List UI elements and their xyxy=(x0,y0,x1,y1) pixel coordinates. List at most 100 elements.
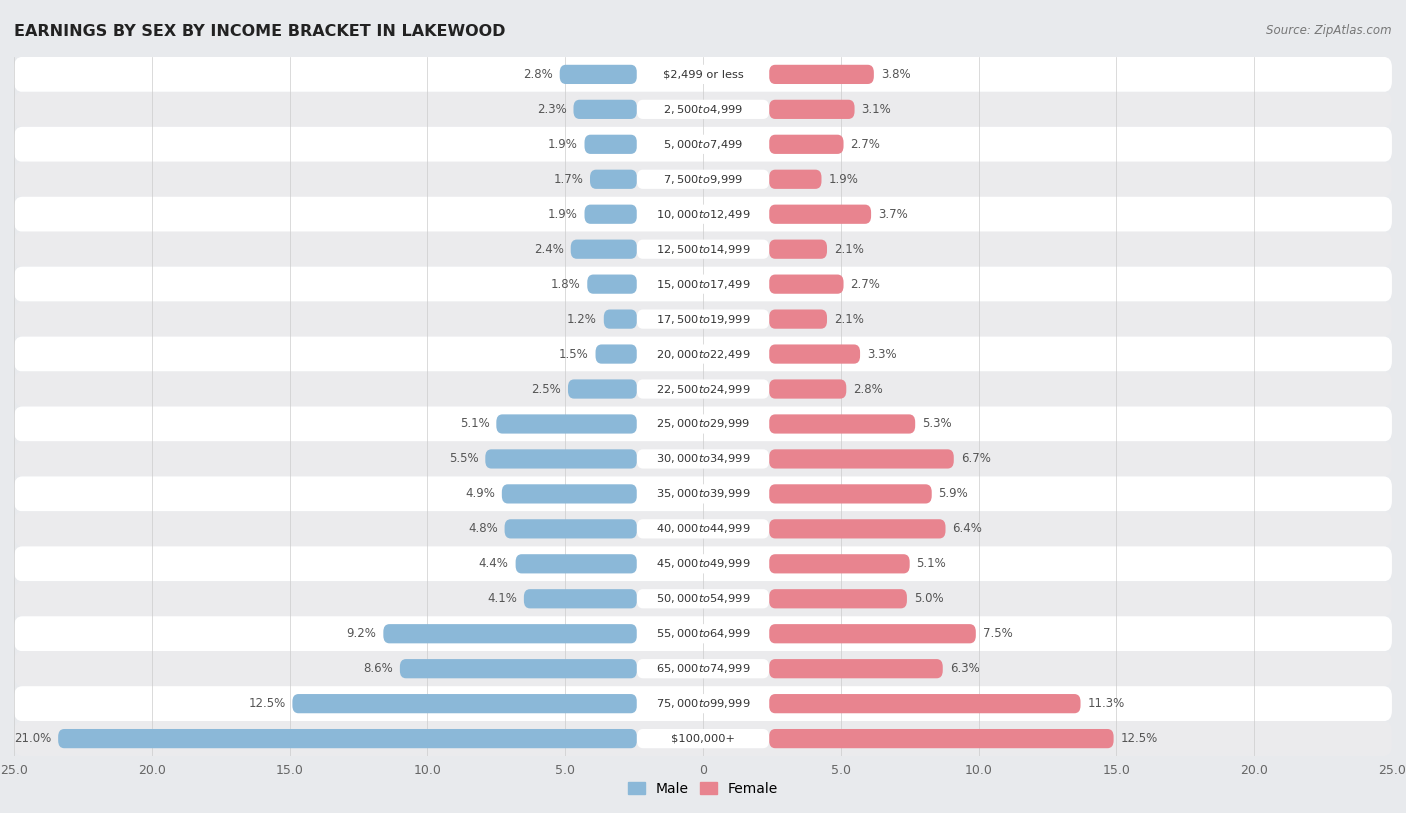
Text: $55,000 to $64,999: $55,000 to $64,999 xyxy=(655,628,751,640)
Text: 1.9%: 1.9% xyxy=(548,208,578,220)
FancyBboxPatch shape xyxy=(14,197,1392,232)
Text: $15,000 to $17,499: $15,000 to $17,499 xyxy=(655,278,751,290)
FancyBboxPatch shape xyxy=(637,589,769,608)
FancyBboxPatch shape xyxy=(769,205,872,224)
FancyBboxPatch shape xyxy=(769,554,910,573)
FancyBboxPatch shape xyxy=(637,275,769,293)
FancyBboxPatch shape xyxy=(603,310,637,328)
FancyBboxPatch shape xyxy=(14,546,1392,581)
FancyBboxPatch shape xyxy=(637,520,769,538)
Text: $10,000 to $12,499: $10,000 to $12,499 xyxy=(655,208,751,220)
FancyBboxPatch shape xyxy=(637,240,769,259)
Text: 6.4%: 6.4% xyxy=(952,523,983,535)
Text: 4.8%: 4.8% xyxy=(468,523,498,535)
Text: 1.2%: 1.2% xyxy=(567,313,598,325)
Text: 4.4%: 4.4% xyxy=(479,558,509,570)
Text: 12.5%: 12.5% xyxy=(249,698,285,710)
FancyBboxPatch shape xyxy=(568,380,637,398)
Text: $22,500 to $24,999: $22,500 to $24,999 xyxy=(655,383,751,395)
Text: 3.3%: 3.3% xyxy=(868,348,897,360)
FancyBboxPatch shape xyxy=(769,240,827,259)
Text: $40,000 to $44,999: $40,000 to $44,999 xyxy=(655,523,751,535)
FancyBboxPatch shape xyxy=(769,275,844,293)
FancyBboxPatch shape xyxy=(769,624,976,643)
Text: 2.4%: 2.4% xyxy=(534,243,564,255)
FancyBboxPatch shape xyxy=(14,337,1392,372)
Text: 5.1%: 5.1% xyxy=(460,418,489,430)
FancyBboxPatch shape xyxy=(637,310,769,328)
FancyBboxPatch shape xyxy=(496,415,637,433)
FancyBboxPatch shape xyxy=(769,694,1081,713)
FancyBboxPatch shape xyxy=(14,581,1392,616)
Text: 5.5%: 5.5% xyxy=(449,453,478,465)
FancyBboxPatch shape xyxy=(384,624,637,643)
FancyBboxPatch shape xyxy=(502,485,637,503)
FancyBboxPatch shape xyxy=(14,267,1392,302)
Text: $25,000 to $29,999: $25,000 to $29,999 xyxy=(655,418,751,430)
Text: $50,000 to $54,999: $50,000 to $54,999 xyxy=(655,593,751,605)
FancyBboxPatch shape xyxy=(14,686,1392,721)
FancyBboxPatch shape xyxy=(14,232,1392,267)
Text: 1.5%: 1.5% xyxy=(560,348,589,360)
Text: 4.9%: 4.9% xyxy=(465,488,495,500)
Text: 2.8%: 2.8% xyxy=(523,68,553,80)
FancyBboxPatch shape xyxy=(292,694,637,713)
Text: $2,499 or less: $2,499 or less xyxy=(662,69,744,80)
Text: $35,000 to $39,999: $35,000 to $39,999 xyxy=(655,488,751,500)
FancyBboxPatch shape xyxy=(637,415,769,433)
FancyBboxPatch shape xyxy=(637,694,769,713)
Text: $12,500 to $14,999: $12,500 to $14,999 xyxy=(655,243,751,255)
FancyBboxPatch shape xyxy=(637,380,769,398)
FancyBboxPatch shape xyxy=(58,729,637,748)
FancyBboxPatch shape xyxy=(596,345,637,363)
Text: 1.9%: 1.9% xyxy=(828,173,858,185)
FancyBboxPatch shape xyxy=(14,302,1392,337)
FancyBboxPatch shape xyxy=(769,345,860,363)
FancyBboxPatch shape xyxy=(14,92,1392,127)
Text: 4.1%: 4.1% xyxy=(486,593,517,605)
Text: $65,000 to $74,999: $65,000 to $74,999 xyxy=(655,663,751,675)
FancyBboxPatch shape xyxy=(769,485,932,503)
FancyBboxPatch shape xyxy=(591,170,637,189)
FancyBboxPatch shape xyxy=(585,135,637,154)
Text: 12.5%: 12.5% xyxy=(1121,733,1157,745)
Text: $100,000+: $100,000+ xyxy=(671,733,735,744)
FancyBboxPatch shape xyxy=(14,476,1392,511)
Text: 1.9%: 1.9% xyxy=(548,138,578,150)
Text: $5,000 to $7,499: $5,000 to $7,499 xyxy=(664,138,742,150)
FancyBboxPatch shape xyxy=(399,659,637,678)
Text: $75,000 to $99,999: $75,000 to $99,999 xyxy=(655,698,751,710)
Text: 9.2%: 9.2% xyxy=(346,628,377,640)
FancyBboxPatch shape xyxy=(14,372,1392,406)
FancyBboxPatch shape xyxy=(769,415,915,433)
FancyBboxPatch shape xyxy=(588,275,637,293)
FancyBboxPatch shape xyxy=(637,554,769,573)
Text: 3.8%: 3.8% xyxy=(880,68,910,80)
Text: Source: ZipAtlas.com: Source: ZipAtlas.com xyxy=(1267,24,1392,37)
FancyBboxPatch shape xyxy=(769,729,1114,748)
Text: 2.5%: 2.5% xyxy=(531,383,561,395)
Text: EARNINGS BY SEX BY INCOME BRACKET IN LAKEWOOD: EARNINGS BY SEX BY INCOME BRACKET IN LAK… xyxy=(14,24,506,39)
FancyBboxPatch shape xyxy=(769,450,953,468)
FancyBboxPatch shape xyxy=(14,511,1392,546)
Text: 5.9%: 5.9% xyxy=(939,488,969,500)
FancyBboxPatch shape xyxy=(574,100,637,119)
FancyBboxPatch shape xyxy=(637,729,769,748)
Text: 2.3%: 2.3% xyxy=(537,103,567,115)
FancyBboxPatch shape xyxy=(14,721,1392,756)
FancyBboxPatch shape xyxy=(637,345,769,363)
FancyBboxPatch shape xyxy=(485,450,637,468)
FancyBboxPatch shape xyxy=(571,240,637,259)
Text: $20,000 to $22,499: $20,000 to $22,499 xyxy=(655,348,751,360)
Text: 1.8%: 1.8% xyxy=(551,278,581,290)
Text: 5.3%: 5.3% xyxy=(922,418,952,430)
FancyBboxPatch shape xyxy=(769,589,907,608)
FancyBboxPatch shape xyxy=(524,589,637,608)
FancyBboxPatch shape xyxy=(769,380,846,398)
FancyBboxPatch shape xyxy=(637,659,769,678)
FancyBboxPatch shape xyxy=(14,57,1392,92)
FancyBboxPatch shape xyxy=(769,659,943,678)
Text: 3.7%: 3.7% xyxy=(877,208,908,220)
Text: 2.1%: 2.1% xyxy=(834,313,863,325)
Text: 11.3%: 11.3% xyxy=(1087,698,1125,710)
